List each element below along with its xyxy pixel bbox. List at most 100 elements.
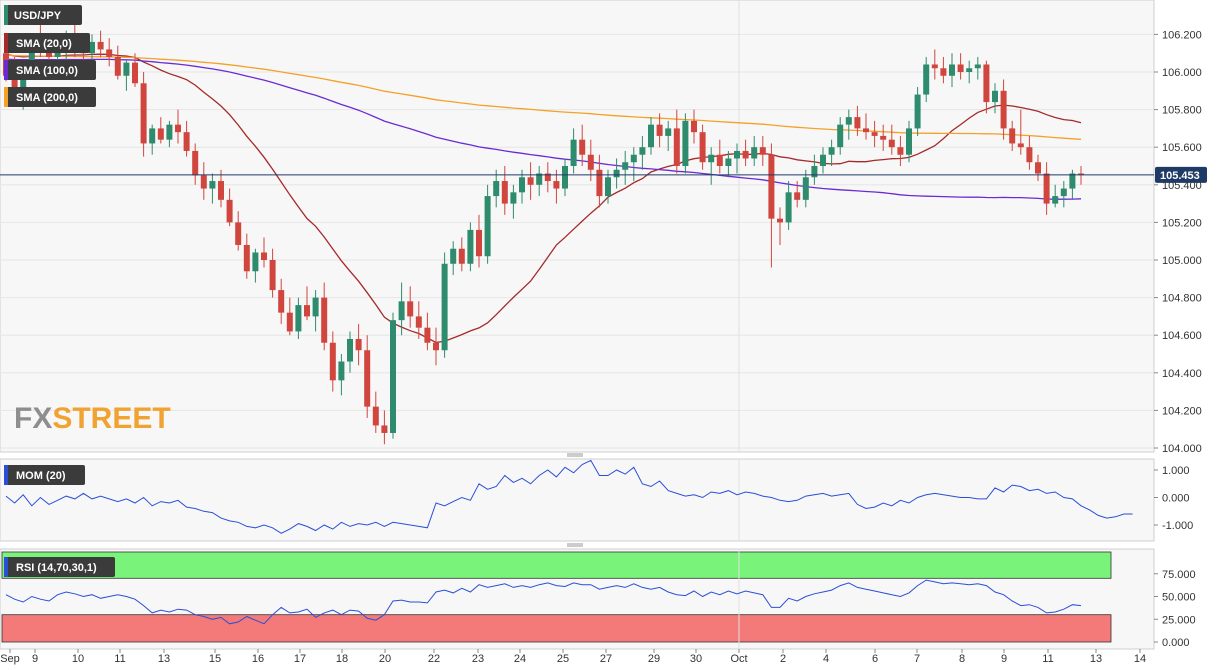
candle (768, 154, 775, 219)
x-axis-ticks: Sep 9 10 11 13 15 16 17 18 20 22 23 24 25 27 29 30 Oct 2 4 6… (0, 649, 1146, 665)
mom-panel (0, 458, 1155, 542)
legend-symbol[interactable]: USD/JPY (4, 5, 82, 25)
candle (200, 175, 207, 189)
candle (1026, 147, 1033, 163)
mom-series (5, 459, 1133, 534)
x-tick-label: 23 (472, 653, 484, 665)
candle (777, 218, 783, 223)
sma-line-100 (5, 58, 1082, 200)
x-tick-label: 10 (72, 653, 84, 665)
candle (992, 90, 998, 103)
y-tick-label: 25.000 (1162, 614, 1196, 626)
candle (424, 327, 431, 343)
y-tick-label: -1.000 (1162, 520, 1193, 532)
candle (286, 312, 293, 332)
x-tick-label: 18 (336, 653, 348, 665)
candle (1069, 173, 1076, 189)
candle (235, 222, 242, 245)
candle (949, 64, 955, 76)
candle (656, 124, 663, 136)
candle (54, 49, 61, 57)
y-tick-label: 104.200 (1162, 405, 1202, 417)
candle (639, 147, 646, 155)
candle (321, 297, 328, 343)
legend-sma100[interactable]: SMA (100,0) (4, 60, 96, 80)
candle (751, 147, 758, 159)
candle (278, 290, 285, 313)
candle (966, 68, 973, 72)
x-tick-label: 9 (1001, 653, 1007, 665)
candle (613, 169, 620, 178)
candle (252, 252, 259, 272)
candle (1043, 173, 1050, 204)
panel-splitter-top[interactable] (565, 453, 585, 458)
candle (587, 154, 594, 170)
y-tick-label: 104.000 (1162, 443, 1202, 455)
candle (544, 173, 551, 182)
candle (467, 229, 474, 264)
candle (888, 139, 895, 148)
candle (570, 139, 577, 166)
legend-sma200[interactable]: SMA (200,0) (4, 87, 96, 107)
candle (1035, 162, 1041, 174)
candle (845, 117, 852, 125)
candle (510, 192, 517, 204)
y-tick-label: 75.000 (1162, 569, 1196, 581)
fxstreet-logo: FXSTREET (14, 402, 171, 435)
candle (1060, 188, 1067, 197)
x-tick-label: 27 (600, 653, 612, 665)
candle (794, 192, 801, 200)
candle (476, 229, 482, 257)
candle (450, 248, 457, 264)
candle (906, 128, 912, 155)
candle (372, 406, 379, 426)
legend-mom[interactable]: MOM (20) (4, 465, 85, 485)
candle (536, 173, 543, 185)
candle (209, 181, 216, 189)
candle (1017, 143, 1024, 148)
rsi-series (5, 579, 1082, 625)
y-tick-label: 106.000 (1162, 67, 1202, 79)
candle (89, 41, 95, 54)
panel-splitter-bottom[interactable] (565, 543, 585, 548)
x-tick-label: 11 (1042, 653, 1053, 665)
candle (527, 177, 534, 185)
candle (243, 244, 250, 272)
y-tick-label: 0.000 (1162, 637, 1190, 649)
rsi-oversold-band (1, 614, 1112, 643)
y-tick-label: 1.000 (1162, 465, 1190, 477)
legend-sma100-label: SMA (100,0) (16, 65, 78, 77)
candle (931, 64, 938, 69)
x-tick-label: 16 (252, 653, 264, 665)
x-tick-label: 14 (1134, 653, 1146, 665)
candle (390, 320, 396, 433)
candle (338, 361, 345, 381)
x-tick-label: 2 (780, 653, 786, 665)
candle (605, 177, 611, 197)
candle (708, 154, 715, 163)
candle (863, 128, 869, 133)
y-tick-label: 105.800 (1162, 105, 1202, 117)
candle (871, 132, 878, 136)
candle (312, 297, 319, 317)
candle (1009, 128, 1016, 144)
x-tick-label: 13 (1090, 653, 1102, 665)
legend-sma20-label: SMA (20,0) (16, 38, 72, 50)
candle (192, 150, 199, 176)
x-tick-label: Oct (730, 653, 747, 665)
x-tick-label: 17 (294, 653, 306, 665)
legend-rsi[interactable]: RSI (14,70,30,1) (4, 557, 115, 577)
candle (957, 64, 964, 72)
legend-sma20[interactable]: SMA (20,0) (4, 33, 90, 53)
x-tick-label: 4 (823, 653, 829, 665)
candle (295, 305, 302, 332)
candle (484, 196, 491, 257)
candle (132, 62, 138, 84)
candle (630, 154, 637, 163)
candle (106, 49, 113, 57)
candle (665, 128, 672, 136)
panels (0, 0, 1155, 650)
candle (828, 147, 835, 155)
last-price-tag: 105.453 (1155, 166, 1207, 183)
sma-lines (5, 53, 1082, 344)
